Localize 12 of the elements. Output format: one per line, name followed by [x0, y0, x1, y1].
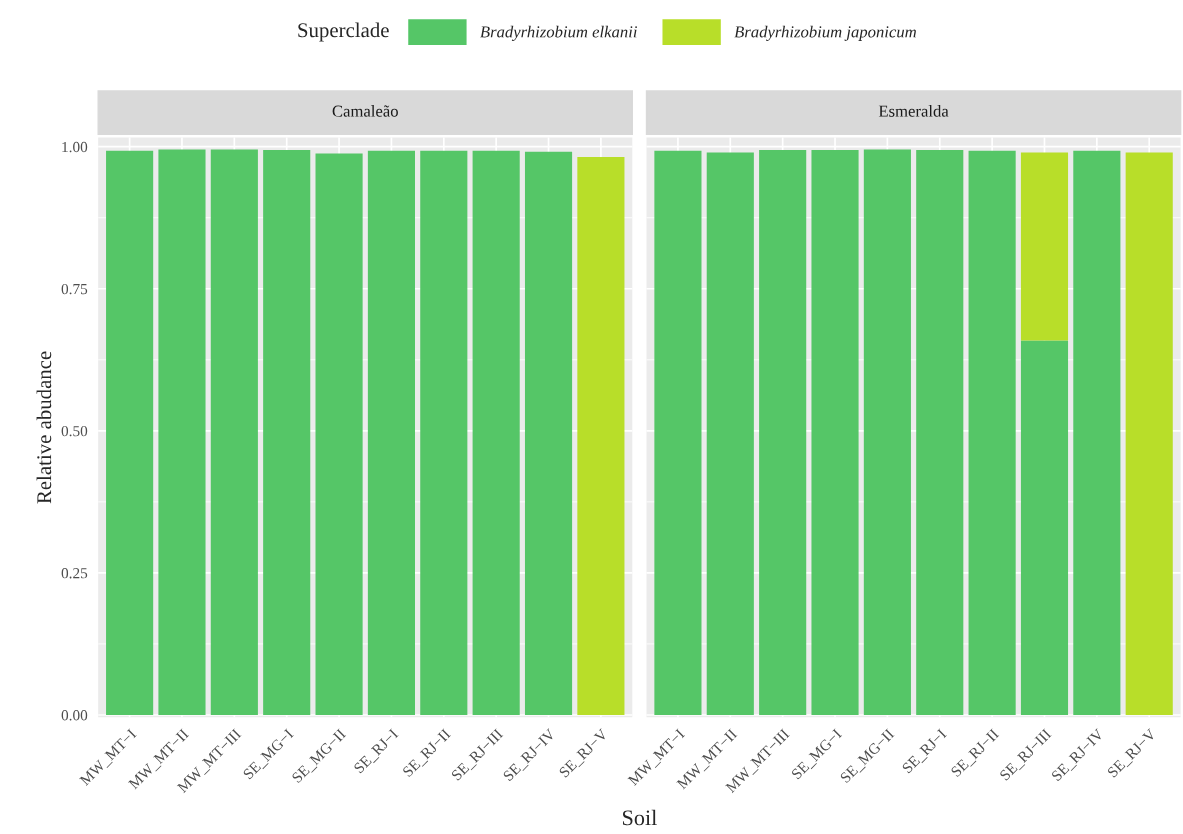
y-tick-label: 0.25	[61, 568, 88, 579]
legend-title: Superclade	[298, 22, 389, 42]
y-tick-label: 1.00	[62, 141, 88, 153]
chart-title: Esmeralda	[878, 105, 949, 117]
y-tick-label: 0.00	[61, 710, 88, 721]
legend-label: Bradyrhizobium elkanii	[480, 25, 637, 41]
y-tick-label: 0.75	[61, 283, 88, 295]
legend-label: Bradyrhizobium japonicum	[734, 25, 917, 41]
x-axis-title: Soil	[622, 809, 657, 826]
y-tick-label: 0.50	[61, 425, 88, 437]
chart-title: Camaleão	[332, 105, 398, 117]
y-axis-title: Relative abudance	[36, 351, 52, 504]
